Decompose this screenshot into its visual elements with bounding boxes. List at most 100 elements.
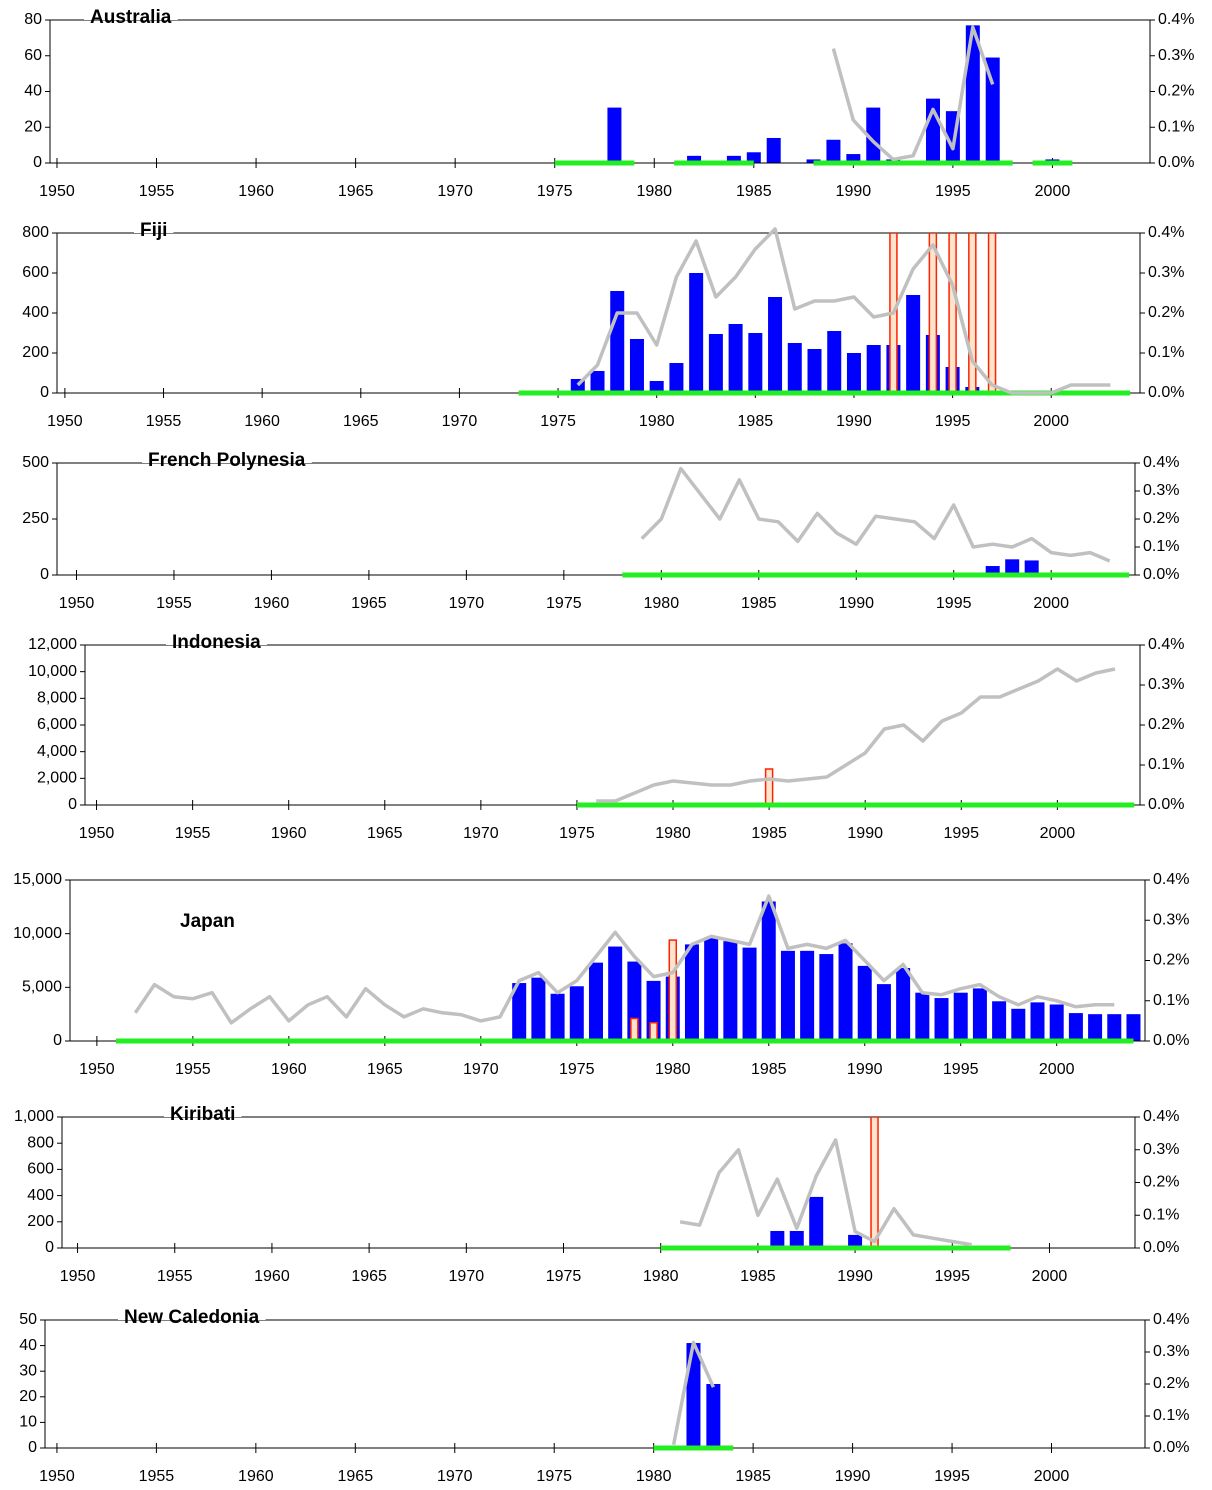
y-tick-label: 600 (27, 1161, 54, 1178)
y2-tick-label: 0.2% (1153, 1375, 1189, 1392)
panel-title: French Polynesia (148, 450, 306, 471)
bar (1005, 559, 1020, 575)
x-tick-label: 1980 (643, 1268, 679, 1285)
y2-tick-label: 0.1% (1158, 118, 1194, 135)
panel: 0 2,000 4,000 6,000 8,000 10,000 12,000 0.0% 0.1… (28, 632, 1184, 842)
bar (1030, 1002, 1045, 1041)
title-bg (166, 643, 268, 645)
y2-tick-label: 0.1% (1148, 756, 1184, 773)
x-tick-label: 1960 (254, 595, 290, 612)
x-tick-label: 1995 (934, 1268, 970, 1285)
x-tick-label: 1985 (741, 595, 777, 612)
bar (706, 1384, 721, 1448)
x-tick-label: 1965 (338, 1468, 374, 1485)
bar (588, 962, 603, 1041)
x-tick-label: 1960 (244, 413, 280, 430)
bar (846, 353, 861, 393)
bar (809, 1196, 824, 1248)
x-tick-label: 1965 (343, 413, 379, 430)
bar (985, 57, 1000, 163)
x-tick-label: 2000 (1033, 595, 1069, 612)
bar (607, 107, 622, 163)
x-tick-label: 1980 (655, 825, 691, 842)
x-tick-label: 1975 (559, 825, 595, 842)
x-tick-label: 1955 (156, 595, 192, 612)
x-tick-label: 1990 (836, 413, 872, 430)
x-tick-label: 1970 (437, 183, 473, 200)
panel-title: Fiji (140, 220, 167, 241)
y-tick-label: 15,000 (13, 871, 62, 888)
bar (780, 950, 795, 1041)
title-bg (142, 461, 312, 463)
y-tick-label: 0 (33, 154, 42, 171)
x-tick-label: 1980 (639, 413, 675, 430)
bar (915, 992, 930, 1041)
y2-tick-label: 0.1% (1153, 992, 1189, 1009)
bar (965, 25, 980, 163)
y2-tick-label: 0.0% (1148, 384, 1184, 401)
bar (876, 984, 891, 1041)
x-tick-label: 1985 (751, 825, 787, 842)
bar (684, 944, 699, 1041)
plot-area (764, 768, 774, 805)
panel: 0 10 20 30 40 50 0.0% 0.1% 0.2% 0.3% 0.4% 1950 1955 1… (19, 1307, 1189, 1485)
panel: 0 200 400 600 800 1,000 0.0% 0.1% 0.2% 0.3% 0.4% 19… (14, 1104, 1180, 1285)
outline-bar (948, 233, 957, 393)
x-tick-label: 1965 (338, 183, 374, 200)
bar (550, 993, 565, 1041)
bar (728, 324, 743, 393)
bar (846, 154, 861, 163)
bar (848, 1234, 863, 1248)
y2-tick-label: 0.3% (1143, 482, 1179, 499)
x-tick-label: 1980 (655, 1061, 691, 1078)
x-tick-label: 1990 (835, 1468, 871, 1485)
y2-tick-label: 0.3% (1158, 47, 1194, 64)
x-tick-label: 2000 (1034, 1468, 1070, 1485)
y2-tick-label: 0.3% (1148, 264, 1184, 281)
bar (761, 901, 776, 1041)
x-tick-label: 1955 (157, 1268, 193, 1285)
line (831, 25, 995, 162)
x-tick-label: 1955 (139, 1468, 175, 1485)
bar (787, 343, 802, 393)
y2-tick-label: 0.4% (1143, 1108, 1179, 1125)
y-tick-label: 40 (19, 1337, 37, 1354)
y2-tick-label: 0.2% (1143, 1174, 1179, 1191)
bar (590, 371, 605, 393)
bar (531, 977, 546, 1041)
panel-title: Kiribati (170, 1104, 235, 1125)
y-tick-label: 0 (40, 566, 49, 583)
x-tick-label: 1990 (838, 595, 874, 612)
x-tick-label: 1995 (943, 825, 979, 842)
x-tick-label: 2000 (1039, 1061, 1075, 1078)
x-tick-label: 1975 (546, 1268, 582, 1285)
y-tick-label: 80 (24, 11, 42, 28)
plot-area (985, 559, 1078, 575)
x-tick-label: 1950 (60, 1268, 96, 1285)
bar (826, 139, 841, 163)
x-tick-label: 2000 (1035, 183, 1071, 200)
bar (992, 1001, 1007, 1041)
x-tick-label: 1995 (935, 183, 971, 200)
line (596, 667, 1116, 803)
bar (857, 965, 872, 1041)
bar (746, 152, 761, 163)
panel-title: Japan (180, 911, 235, 932)
y2-tick-label: 0.2% (1153, 952, 1189, 969)
x-tick-label: 1960 (238, 1468, 274, 1485)
x-tick-label: 1960 (271, 1061, 307, 1078)
y-tick-label: 800 (22, 224, 49, 241)
y-tick-label: 0 (28, 1439, 37, 1456)
x-tick-label: 1985 (751, 1061, 787, 1078)
y2-tick-label: 0.0% (1158, 154, 1194, 171)
title-bg (164, 1115, 242, 1117)
panel-title: New Caledonia (124, 1307, 260, 1328)
bar (807, 349, 822, 393)
x-tick-label: 1985 (738, 413, 774, 430)
bar (629, 339, 644, 393)
line (576, 227, 1111, 395)
bar (789, 1230, 804, 1248)
outline-bar (668, 939, 678, 1041)
bar (866, 107, 881, 163)
